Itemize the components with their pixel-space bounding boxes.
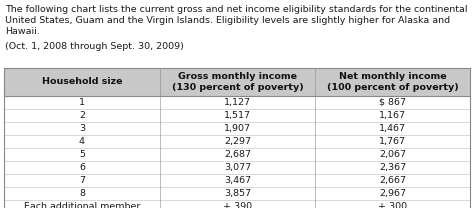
Text: 2: 2 bbox=[79, 111, 85, 120]
Text: 1,127: 1,127 bbox=[224, 98, 251, 107]
Text: 2,967: 2,967 bbox=[379, 189, 406, 198]
Text: 5: 5 bbox=[79, 150, 85, 159]
Text: United States, Guam and the Virgin Islands. Eligibility levels are slightly high: United States, Guam and the Virgin Islan… bbox=[5, 16, 450, 25]
Text: The following chart lists the current gross and net income eligibility standards: The following chart lists the current gr… bbox=[5, 5, 467, 14]
Text: 1,907: 1,907 bbox=[224, 124, 251, 133]
Text: 3,857: 3,857 bbox=[224, 189, 251, 198]
Text: + 300: + 300 bbox=[378, 202, 407, 208]
Text: 2,667: 2,667 bbox=[379, 176, 406, 185]
Text: 1,767: 1,767 bbox=[379, 137, 406, 146]
Text: 1,167: 1,167 bbox=[379, 111, 406, 120]
Text: + 390: + 390 bbox=[223, 202, 252, 208]
Text: Household size: Household size bbox=[42, 78, 122, 87]
Text: $ 867: $ 867 bbox=[379, 98, 406, 107]
Text: 8: 8 bbox=[79, 189, 85, 198]
Text: 1,467: 1,467 bbox=[379, 124, 406, 133]
Text: Net monthly income
(100 percent of poverty): Net monthly income (100 percent of pover… bbox=[327, 72, 458, 92]
Text: 1,517: 1,517 bbox=[224, 111, 251, 120]
Text: 2,687: 2,687 bbox=[224, 150, 251, 159]
Text: 6: 6 bbox=[79, 163, 85, 172]
Text: 3,077: 3,077 bbox=[224, 163, 251, 172]
Text: 2,067: 2,067 bbox=[379, 150, 406, 159]
Text: 1: 1 bbox=[79, 98, 85, 107]
Text: (Oct. 1, 2008 through Sept. 30, 2009): (Oct. 1, 2008 through Sept. 30, 2009) bbox=[5, 42, 184, 51]
Text: 3,467: 3,467 bbox=[224, 176, 251, 185]
Bar bbox=[4, 68, 470, 96]
Text: 3: 3 bbox=[79, 124, 85, 133]
Text: 2,367: 2,367 bbox=[379, 163, 406, 172]
Text: 2,297: 2,297 bbox=[224, 137, 251, 146]
Text: 7: 7 bbox=[79, 176, 85, 185]
Text: Hawaii.: Hawaii. bbox=[5, 27, 40, 36]
Text: Gross monthly income
(130 percent of poverty): Gross monthly income (130 percent of pov… bbox=[172, 72, 303, 92]
Text: Each additional member: Each additional member bbox=[24, 202, 140, 208]
Text: 4: 4 bbox=[79, 137, 85, 146]
